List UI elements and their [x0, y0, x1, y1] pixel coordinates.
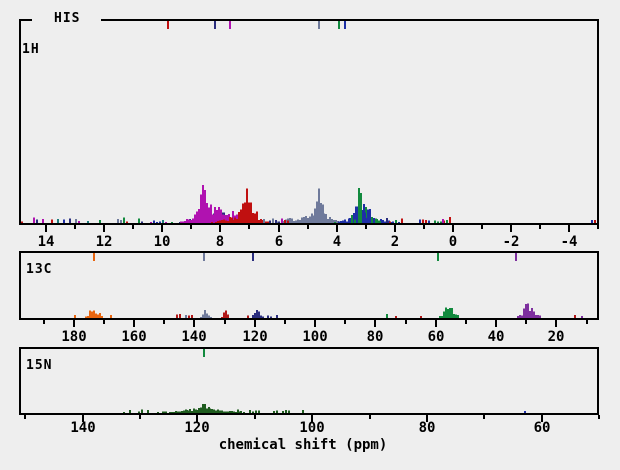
- tick-label: 20: [548, 329, 565, 345]
- panel-15n-label: 15N: [26, 358, 53, 373]
- tick-label: 60: [428, 329, 445, 345]
- tick-label: 160: [121, 329, 146, 345]
- tick-label: 180: [61, 329, 86, 345]
- x-axis-title: chemical shift (ppm): [218, 437, 388, 453]
- tick-label: 2: [391, 234, 399, 250]
- tick-label: 60: [534, 420, 551, 436]
- tick-label: 14: [38, 234, 55, 250]
- tick-label: 120: [184, 420, 209, 436]
- tick-label: 140: [181, 329, 206, 345]
- tick-label: 140: [70, 420, 95, 436]
- tick-label: 10: [154, 234, 171, 250]
- tick-label: 80: [419, 420, 436, 436]
- panel-13c-label: 13C: [26, 262, 53, 277]
- tick-label: 100: [302, 329, 327, 345]
- tick-label: 80: [367, 329, 384, 345]
- tick-label: 4: [333, 234, 341, 250]
- residue-title: HIS: [54, 11, 81, 26]
- tick-label: 12: [96, 234, 113, 250]
- tick-label: 8: [216, 234, 224, 250]
- tick-label: 120: [242, 329, 267, 345]
- panel-1h-label: 1H: [22, 42, 40, 57]
- tick-label: 6: [275, 234, 283, 250]
- tick-label: 0: [449, 234, 457, 250]
- tick-label: 100: [299, 420, 324, 436]
- tick-label: 40: [488, 329, 505, 345]
- tick-label: -4: [561, 234, 578, 250]
- tick-label: -2: [503, 234, 520, 250]
